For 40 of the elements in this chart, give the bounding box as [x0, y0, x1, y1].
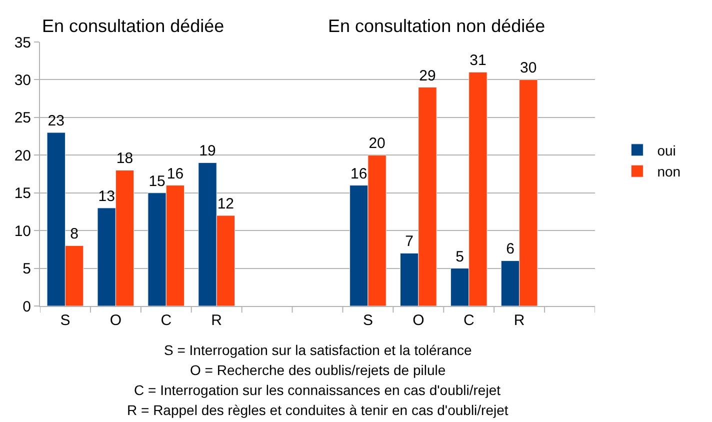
y-tick-label: 15 — [14, 185, 31, 202]
data-label: 30 — [520, 60, 537, 77]
legend-label: non — [657, 164, 681, 180]
y-tick-label: 10 — [14, 222, 31, 240]
y-tick-label: 30 — [14, 72, 31, 89]
legend-label: oui — [657, 142, 676, 158]
data-label: 16 — [350, 165, 368, 182]
data-label: 6 — [506, 240, 514, 258]
text: En consultation dédiée — [42, 16, 224, 36]
y-tick-label: 25 — [14, 110, 31, 127]
text: C = Interrogation sur les connaissances en cas d'oubli/rejet — [134, 382, 501, 398]
data-label: 29 — [419, 67, 436, 84]
x-tick-label: C — [160, 312, 172, 329]
text: S = Interrogation sur la satisfaction et la tolérance — [164, 342, 472, 358]
x-tick-label: S — [362, 312, 373, 329]
data-label: 15 — [148, 172, 166, 190]
y-tick-label: 0 — [22, 298, 31, 316]
data-label: 13 — [98, 188, 115, 205]
text: O = Recherche des oublis/rejets de pilule — [190, 362, 446, 378]
x-tick-label: O — [412, 312, 424, 329]
data-label: 20 — [368, 135, 386, 152]
x-tick-label: O — [110, 312, 122, 329]
data-label: 31 — [470, 52, 486, 70]
data-label: 18 — [116, 150, 134, 168]
y-tick-label: 5 — [22, 260, 31, 278]
data-label: 12 — [217, 195, 234, 212]
data-label: 19 — [199, 142, 216, 160]
data-label: 23 — [48, 112, 64, 130]
text: R = Rappel des règles et conduites à tenir en cas d'oubli/rejet — [127, 402, 508, 418]
x-tick-label: S — [60, 312, 70, 329]
text: En consultation non dédiée — [328, 16, 546, 36]
data-label: 5 — [456, 248, 464, 266]
y-tick-label: 20 — [14, 147, 31, 164]
data-label: 16 — [166, 165, 184, 182]
x-tick-label: C — [463, 312, 474, 329]
y-tick-label: 35 — [14, 34, 31, 52]
x-tick-label: R — [211, 312, 222, 329]
data-label: 8 — [70, 226, 78, 243]
x-tick-label: R — [514, 312, 525, 329]
data-label: 7 — [405, 233, 414, 250]
